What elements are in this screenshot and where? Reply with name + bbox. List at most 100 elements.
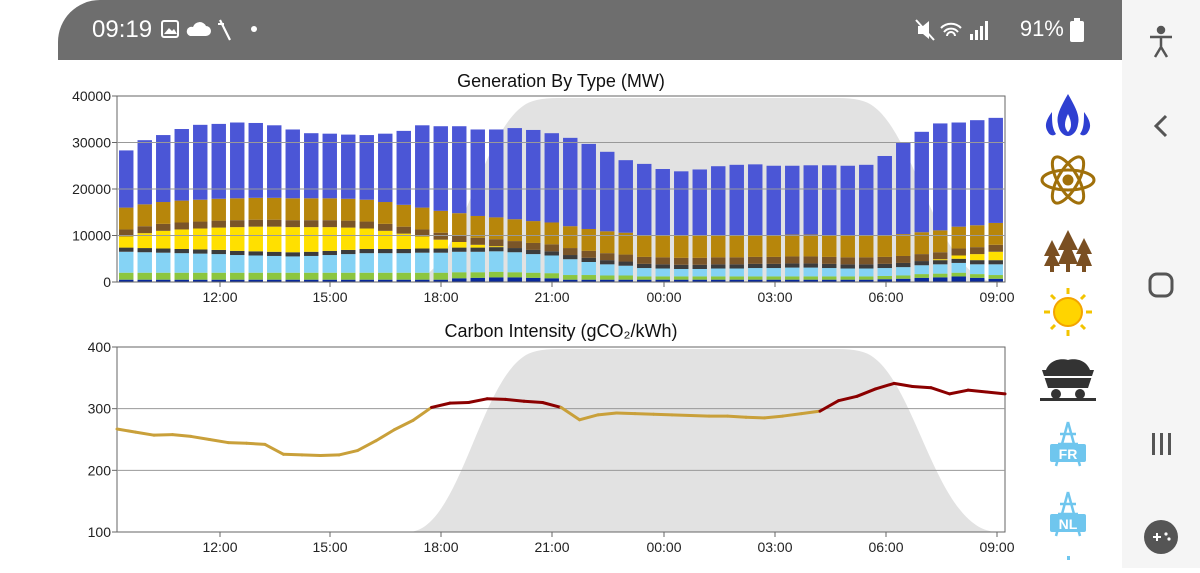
bar-segment-wind <box>174 253 189 273</box>
gas-flame-icon[interactable] <box>1045 94 1091 136</box>
bar-segment-nuclear <box>267 197 282 220</box>
bar-segment-wind <box>248 255 263 273</box>
bar-segment-solar <box>304 227 319 252</box>
bar-segment-coal <box>544 251 559 256</box>
dot-icon <box>251 26 257 32</box>
bar-segment-hydro <box>581 275 596 280</box>
bar-segment-nuclear <box>951 226 966 249</box>
bar-segment-wind <box>822 268 837 277</box>
night-shading <box>408 349 998 532</box>
bar-segment-hydro <box>452 272 467 279</box>
bar-segment-hydro <box>600 275 615 280</box>
bar-segment-biomass <box>452 235 467 242</box>
back-icon[interactable] <box>1153 114 1168 138</box>
game-icon[interactable] <box>1144 520 1178 554</box>
bar-segment-other <box>766 279 781 283</box>
bar-segment-coal <box>415 248 430 253</box>
intensity-line-segment <box>689 413 711 418</box>
intensity-line-segment <box>430 401 452 409</box>
interconnector-nl-icon[interactable]: NL <box>1050 491 1086 537</box>
bar-segment-solar <box>988 251 1003 261</box>
bar-segment-nuclear <box>544 222 559 245</box>
bar-segment-biomass <box>174 222 189 230</box>
bar-segment-other <box>840 279 855 283</box>
intensity-line-segment <box>781 412 803 418</box>
bar-segment-coal <box>914 261 929 266</box>
accessibility-icon[interactable] <box>1150 25 1172 58</box>
bar-segment-coal <box>174 248 189 254</box>
bar-segment-nuclear <box>489 217 504 240</box>
bar-segment-wind <box>396 253 411 273</box>
bar-segment-biomass <box>637 256 652 264</box>
slash-icon <box>218 19 231 41</box>
bar-segment-biomass <box>581 250 596 258</box>
bar-segment-nuclear <box>137 204 152 227</box>
home-icon[interactable] <box>1148 272 1174 298</box>
generation-y-tick-label: 10000 <box>72 228 111 244</box>
interconnector-fr-icon[interactable]: FR <box>1050 421 1086 467</box>
bar-segment-hydro <box>933 273 948 278</box>
intensity-line-segment <box>818 399 840 413</box>
bar-segment-biomass <box>840 257 855 265</box>
intensity-line-segment <box>134 430 156 437</box>
bar-segment-nuclear <box>304 198 319 221</box>
intensity-line-segment <box>208 438 230 445</box>
bar-segment-hydro <box>433 272 448 280</box>
bar-segment-solar <box>322 227 337 251</box>
intensity-x-tick-label: 12:00 <box>202 539 237 555</box>
bar-segment-other <box>563 279 578 283</box>
bar-segment-other <box>470 277 485 282</box>
bar-segment-solar <box>341 227 356 250</box>
bar-segment-wind <box>378 253 393 273</box>
nuclear-atom-icon[interactable] <box>1040 152 1096 207</box>
intensity-line-segment <box>374 428 396 443</box>
intensity-line-segment <box>152 433 174 437</box>
bar-segment-nuclear <box>618 232 633 255</box>
bar-segment-hydro <box>544 273 559 279</box>
bar-segment-hydro <box>988 275 1003 279</box>
bar-segment-hydro <box>840 276 855 280</box>
bar-segment-biomass <box>230 220 245 228</box>
bar-segment-coal <box>526 249 541 255</box>
bar-segment-coal <box>304 251 319 256</box>
bar-segment-nuclear <box>563 226 578 249</box>
intensity-y-tick-label: 400 <box>88 339 112 355</box>
generation-chart: 0 10000 20000 30000 40000 12:00 15:00 18:00 21:0… <box>72 88 1015 305</box>
generation-x-tick-label: 03:00 <box>757 289 792 305</box>
bar-segment-solar <box>174 229 189 249</box>
bar-segment-gas <box>822 165 837 236</box>
intensity-chart: 100 200 300 400 12:00 15:00 18:00 21:00 00:00 03:… <box>88 339 1015 555</box>
intensity-line-segment <box>855 387 877 398</box>
bar-segment-solar <box>248 226 263 252</box>
intensity-x-tick-label: 15:00 <box>312 539 347 555</box>
bar-segment-coal <box>655 264 670 269</box>
bar-segment-gas <box>267 125 282 198</box>
bar-segment-biomass <box>711 257 726 265</box>
intensity-line-segment <box>596 411 618 417</box>
bar-segment-gas <box>211 123 226 199</box>
bar-segment-wind <box>711 268 726 277</box>
bar-segment-wind <box>785 267 800 277</box>
intensity-line-segment <box>633 412 655 416</box>
recents-icon[interactable] <box>1152 433 1171 455</box>
bar-segment-solar <box>285 227 300 253</box>
bar-segment-other <box>378 279 393 283</box>
bar-segment-other <box>729 279 744 283</box>
bar-segment-coal <box>193 249 208 254</box>
bar-segment-nuclear <box>692 235 707 258</box>
intensity-x-tick-label: 09:00 <box>979 539 1014 555</box>
coal-cart-icon[interactable] <box>1040 359 1096 401</box>
bar-segment-biomass <box>748 256 763 264</box>
bar-segment-nuclear <box>970 225 985 248</box>
bar-segment-coal <box>988 260 1003 265</box>
biomass-trees-icon[interactable] <box>1044 230 1092 272</box>
bar-segment-nuclear <box>840 235 855 258</box>
bar-segment-biomass <box>674 257 689 265</box>
solar-sun-icon[interactable] <box>1044 288 1092 336</box>
intensity-x-tick-label: 00:00 <box>646 539 681 555</box>
intensity-line-segment <box>837 394 859 403</box>
bar-segment-nuclear <box>193 199 208 222</box>
bar-segment-wind <box>119 251 134 273</box>
bar-segment-hydro <box>489 271 504 278</box>
bar-segment-hydro <box>914 274 929 278</box>
